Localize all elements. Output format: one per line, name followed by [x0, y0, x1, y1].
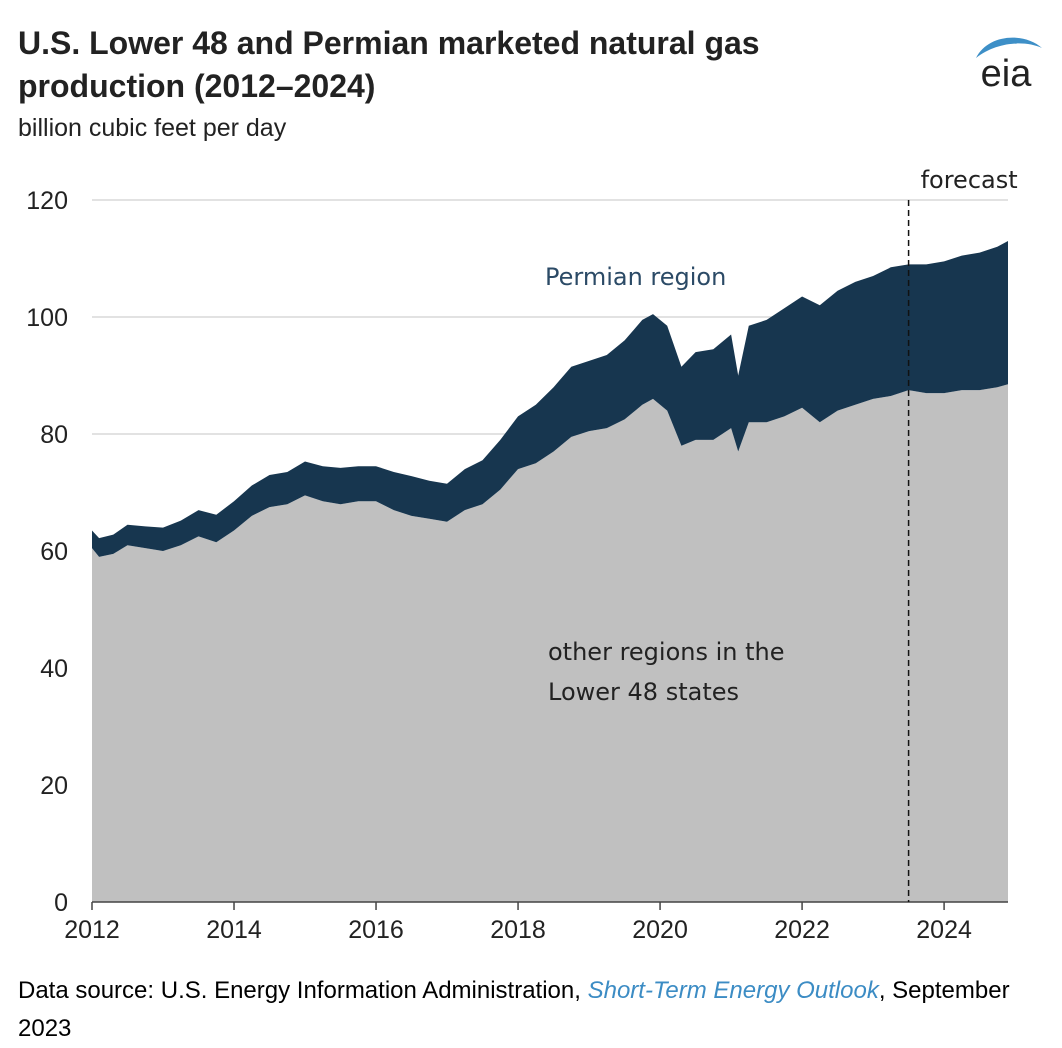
area-permian: [92, 241, 1008, 557]
data-source-note: Data source: U.S. Energy Information Adm…: [18, 972, 1048, 1048]
logo-text: eia: [981, 53, 1033, 90]
y-tick-label: 80: [40, 421, 68, 449]
y-tick-label: 100: [26, 304, 68, 332]
y-tick-label: 120: [26, 187, 68, 215]
permian-label: Permian region: [545, 263, 726, 291]
y-tick-label: 20: [40, 772, 68, 800]
x-tick-label: 2016: [348, 916, 404, 944]
x-tick-label: 2012: [64, 916, 120, 944]
annotations: forecast Permian region other regions in t…: [545, 166, 1018, 902]
area-series: [92, 241, 1008, 902]
other-regions-label: other regions in the Lower 48 states: [548, 638, 785, 706]
x-tick-label: 2024: [916, 916, 972, 944]
y-tick-label: 60: [40, 538, 68, 566]
source-suffix: , September 2023: [18, 977, 1010, 1042]
source-prefix: Data source: U.S. Energy Information Adm…: [18, 977, 588, 1004]
area-other-regions: [92, 384, 1008, 902]
x-tick-label: 2022: [774, 916, 830, 944]
axes: 0 20 40 60 80 100 120 2012 2014 2016 2018 2020 2022 2…: [26, 187, 1008, 944]
area-chart: 0 20 40 60 80 100 120 2012 2014 2016 2018 2020 2022 2…: [26, 166, 1018, 944]
source-link[interactable]: Short-Term Energy Outlook: [587, 977, 879, 1004]
x-tick-label: 2020: [632, 916, 688, 944]
forecast-label: forecast: [921, 166, 1018, 194]
chart-title: U.S. Lower 48 and Permian marketed natur…: [18, 25, 760, 104]
eia-logo: eia: [966, 30, 1046, 95]
x-tick-label: 2014: [206, 916, 262, 944]
y-tick-label: 0: [54, 889, 68, 917]
chart-subtitle: billion cubic feet per day: [18, 114, 287, 142]
logo-swoosh-icon: [976, 37, 1042, 58]
x-tick-label: 2018: [490, 916, 546, 944]
y-tick-label: 40: [40, 655, 68, 683]
